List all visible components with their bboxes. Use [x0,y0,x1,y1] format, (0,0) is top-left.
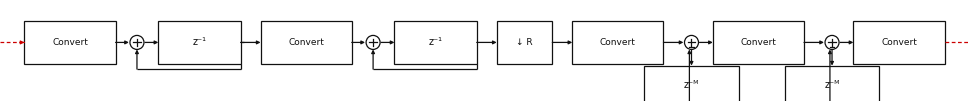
Bar [573,21,664,64]
Bar [24,21,115,64]
Bar [497,21,552,64]
Text: Convert: Convert [740,38,776,47]
Text: z⁻ᴹ: z⁻ᴹ [825,80,840,90]
Text: Convert: Convert [288,38,324,47]
Bar [644,66,738,101]
Text: Convert: Convert [881,38,917,47]
Text: z⁻¹: z⁻¹ [193,37,206,47]
Bar [713,21,804,64]
Text: Convert: Convert [600,38,636,47]
Bar [158,21,240,64]
Text: z⁻ᴹ: z⁻ᴹ [684,80,700,90]
Bar [785,66,879,101]
Bar [394,21,477,64]
Text: Convert: Convert [52,38,88,47]
Bar [854,21,945,64]
Text: z⁻¹: z⁻¹ [428,37,443,47]
Bar [261,21,352,64]
Text: ↓ R: ↓ R [516,38,533,47]
